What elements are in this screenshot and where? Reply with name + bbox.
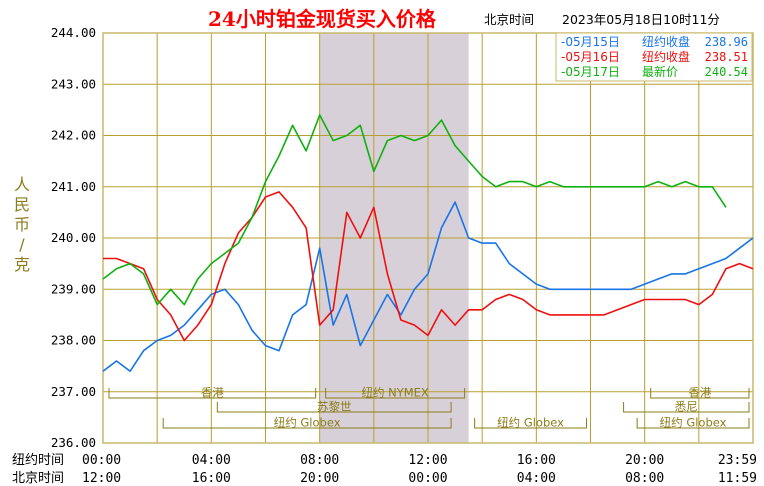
x-tick-label: 16:00: [517, 453, 556, 468]
legend-series-name: -05月15日: [561, 35, 620, 49]
beijing-time-row-label: 北京时间: [12, 471, 64, 486]
legend-series-label: 最新价: [642, 64, 678, 79]
session-label: 纽约 Globex: [274, 416, 341, 430]
session-bracket: [108, 388, 317, 399]
y-tick-label: 242.00: [51, 128, 96, 143]
x-tick-label: 20:00: [625, 453, 664, 468]
y-axis-label-char: 克: [14, 255, 30, 274]
x-tick-label: 20:00: [300, 471, 339, 486]
session-label: 纽约 Globex: [660, 416, 727, 430]
x-tick-label: 12:00: [408, 453, 447, 468]
x-tick-label: 00:00: [408, 471, 447, 486]
legend-series-label: 纽约收盘: [642, 49, 690, 64]
legend-series-value: 240.54: [705, 65, 748, 79]
series-line-2: [102, 114, 727, 306]
y-tick-labels: 244.00 243.00 242.00 241.00 240.00 239.00 238.…: [51, 25, 96, 450]
session-bracket: [650, 388, 750, 399]
series-line-1: [103, 191, 754, 342]
legend-series-value: 238.96: [705, 35, 748, 49]
y-tick-label: 239.00: [51, 281, 96, 296]
y-tick-label: 241.00: [51, 179, 96, 194]
x-tick-label: 04:00: [192, 453, 231, 468]
session-bracket: [636, 418, 750, 429]
legend-series-label: 纽约收盘: [642, 34, 690, 49]
legend-series-name: -05月16日: [561, 50, 620, 64]
y-tick-label: 240.00: [51, 230, 96, 245]
ny-time-row-label: 纽约时间: [12, 453, 64, 468]
session-bracket: [623, 402, 750, 413]
session-bracket: [474, 418, 587, 429]
session-label: 纽约 Globex: [497, 416, 564, 430]
location-label: 北京时间: [484, 12, 534, 27]
y-tick-label: 243.00: [51, 76, 96, 91]
y-tick-label: 236.00: [51, 435, 96, 450]
y-axis-label-char: 民: [14, 195, 30, 214]
legend-box: [555, 32, 753, 82]
y-tick-label: 237.00: [51, 384, 96, 399]
session-label: 香港: [688, 386, 711, 400]
chart-title: 24小时铂金现货买入价格: [208, 7, 437, 31]
session-label: 悉尼: [675, 400, 698, 414]
y-tick-label: 244.00: [51, 25, 96, 40]
y-axis-label-char: 人: [14, 175, 30, 194]
x-tick-label: 12:00: [82, 471, 121, 486]
series-line-0: [102, 201, 754, 373]
session-label: 纽约 NYMEX: [361, 386, 428, 400]
grid: [102, 32, 754, 444]
x-tick-labels: 00:00 04:00 08:00 12:00 16:00 20:00 23:59 12:00…: [82, 453, 757, 486]
series-lines: [102, 114, 754, 373]
y-axis-label-char: 币: [14, 215, 30, 234]
legend-series-value: 238.51: [705, 50, 748, 64]
y-tick-label: 238.00: [51, 333, 96, 348]
timestamp-label: 2023年05月18日10时11分: [562, 12, 720, 27]
session-bracket: [216, 402, 452, 413]
legend-series-name: -05月17日: [561, 65, 620, 79]
session-bracket: [162, 418, 452, 429]
x-tick-label: 11:59: [718, 471, 757, 486]
x-tick-label: 04:00: [517, 471, 556, 486]
x-tick-label: 16:00: [192, 471, 231, 486]
y-axis-label-char: /: [19, 235, 25, 254]
y-axis-label: 人民币/克: [14, 175, 30, 274]
x-tick-label: 08:00: [625, 471, 664, 486]
session-label: 苏黎世: [317, 400, 352, 414]
session-label: 香港: [201, 386, 224, 400]
x-tick-label: 23:59: [718, 453, 757, 468]
x-tick-label: 08:00: [300, 453, 339, 468]
legend: -05月15日 纽约收盘 238.96-05月16日 纽约收盘 238.51-05月17…: [555, 32, 753, 82]
x-tick-label: 00:00: [82, 453, 121, 468]
session-bracket: [325, 388, 466, 399]
